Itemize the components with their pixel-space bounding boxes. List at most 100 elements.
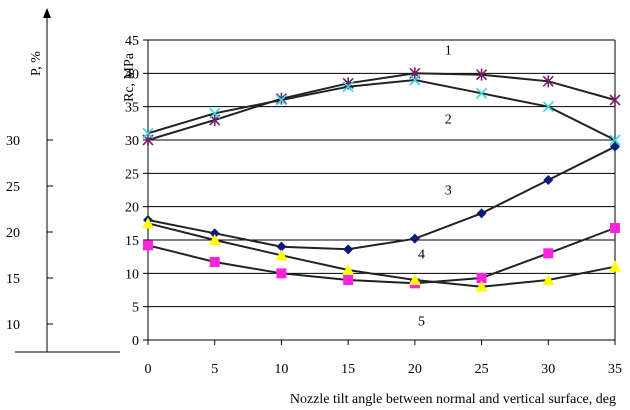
data-point <box>476 273 487 283</box>
data-point <box>543 175 554 185</box>
data-point <box>275 94 287 106</box>
triangle-marker <box>542 274 555 285</box>
data-point <box>276 268 287 279</box>
diamond-marker <box>543 175 554 185</box>
y-tick-label: 0 <box>132 334 139 349</box>
triangle-marker <box>275 249 288 261</box>
data-point <box>342 264 355 275</box>
square-marker <box>610 223 620 233</box>
x-marker <box>275 94 287 106</box>
data-point <box>209 257 220 267</box>
data-point <box>476 68 488 81</box>
star-marker <box>275 92 287 105</box>
x-marker <box>609 134 621 146</box>
y-tick-label: 10 <box>125 267 139 282</box>
x-tick-label: 25 <box>475 362 489 377</box>
data-point <box>142 127 154 139</box>
series-label-5: 5 <box>418 314 425 329</box>
series-line <box>147 227 616 285</box>
series-labels: 1 2 3 4 5 <box>418 44 452 330</box>
x-tick-label: 10 <box>274 362 288 377</box>
triangle-marker <box>609 260 621 272</box>
series-1 <box>142 67 621 146</box>
y-tick-label: 45 <box>125 34 139 49</box>
x-marker <box>209 107 221 119</box>
secondary-tick-label: 25 <box>6 180 20 195</box>
triangle-marker <box>475 280 488 292</box>
x-tick-label: 35 <box>608 362 622 377</box>
data-point <box>475 280 488 292</box>
triangle-marker <box>208 234 221 245</box>
square-marker <box>543 248 554 259</box>
data-point <box>610 141 620 152</box>
data-point <box>209 107 221 119</box>
data-point <box>610 223 620 233</box>
triangle-marker <box>142 217 154 229</box>
x-tick-label: 15 <box>341 362 355 377</box>
data-point <box>476 87 488 99</box>
data-point <box>342 81 354 93</box>
series-label-3: 3 <box>445 184 452 199</box>
series-line <box>147 72 616 141</box>
square-marker <box>276 268 287 279</box>
y-tick-label: 35 <box>125 101 139 116</box>
star-marker <box>542 75 554 88</box>
secondary-tick-label: 20 <box>6 226 20 241</box>
data-point <box>208 234 221 245</box>
diamond-marker <box>276 241 287 252</box>
series-5 <box>142 217 621 292</box>
y-tick-label: 15 <box>125 234 139 249</box>
data-point <box>343 244 354 255</box>
data-point <box>409 233 420 244</box>
data-point <box>408 274 421 285</box>
y-tick-label: 30 <box>125 134 139 149</box>
data-point <box>275 249 288 261</box>
y-axis-title: Rc, MPa <box>122 52 137 102</box>
x-marker <box>542 101 554 113</box>
square-marker <box>343 275 354 285</box>
diamond-marker <box>209 228 220 239</box>
secondary-tick-label: 15 <box>6 272 20 287</box>
diamond-marker <box>476 208 487 219</box>
secondary-tick-label: 30 <box>6 134 20 149</box>
secondary-tick-label: 10 <box>6 318 20 333</box>
y-tick-label: 25 <box>125 167 139 182</box>
data-point <box>276 241 287 252</box>
data-point <box>143 240 153 251</box>
data-point <box>543 248 554 259</box>
series-label-1: 1 <box>445 44 452 59</box>
secondary-axis-title: P, % <box>29 51 44 76</box>
y-tick-label: 5 <box>132 301 139 316</box>
data-point <box>275 92 287 105</box>
star-marker <box>609 94 621 106</box>
triangle-marker <box>408 274 421 285</box>
square-marker <box>209 257 220 267</box>
data-point <box>542 101 554 113</box>
secondary-axis: 30 25 20 15 10 <box>6 8 120 353</box>
x-marker <box>409 74 421 86</box>
series-2 <box>142 74 621 146</box>
data-point <box>609 94 621 106</box>
diamond-marker <box>343 244 354 255</box>
series-line <box>147 145 616 251</box>
square-marker <box>476 273 487 283</box>
series-line <box>147 78 616 141</box>
series-group <box>142 67 621 292</box>
x-marker <box>142 127 154 139</box>
secondary-axis-arrow <box>43 8 51 18</box>
data-point <box>343 275 354 285</box>
square-marker <box>143 240 153 251</box>
grid-lines <box>148 39 615 308</box>
y-tick-label: 40 <box>125 67 139 82</box>
x-tick-label: 20 <box>408 362 422 377</box>
x-marker <box>476 87 488 99</box>
data-point <box>542 274 555 285</box>
data-point <box>476 208 487 219</box>
y-tick-label: 20 <box>125 201 139 216</box>
diamond-marker <box>610 141 620 152</box>
x-tick-label: 30 <box>541 362 555 377</box>
data-point <box>209 228 220 239</box>
x-axis-title: Nozzle tilt angle between normal and ver… <box>290 392 616 407</box>
